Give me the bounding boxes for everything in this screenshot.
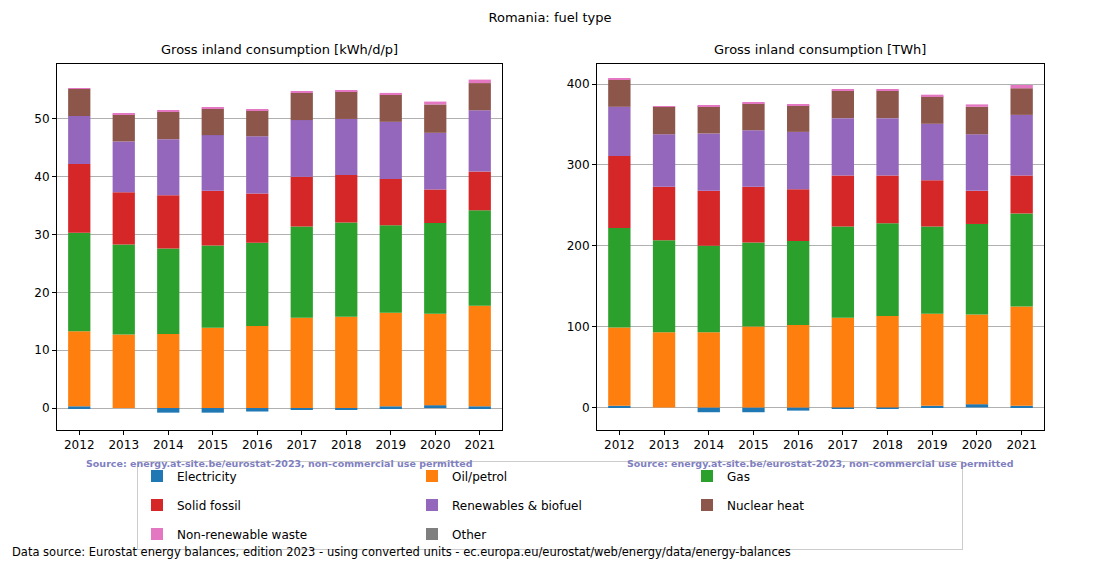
- svg-text:2021: 2021: [464, 438, 495, 452]
- svg-text:Renewables & biofuel: Renewables & biofuel: [452, 499, 582, 513]
- svg-text:Gross inland consumption [kWh/: Gross inland consumption [kWh/d/p]: [161, 42, 398, 57]
- svg-text:Nuclear heat: Nuclear heat: [727, 499, 804, 513]
- svg-text:Oil/petrol: Oil/petrol: [452, 470, 507, 484]
- svg-text:2018: 2018: [872, 438, 903, 452]
- svg-text:2015: 2015: [197, 438, 228, 452]
- svg-text:Electricity: Electricity: [177, 470, 237, 484]
- svg-text:Gas: Gas: [727, 470, 750, 484]
- svg-text:2020: 2020: [420, 438, 451, 452]
- svg-text:2021: 2021: [1006, 438, 1037, 452]
- svg-text:2017: 2017: [286, 438, 317, 452]
- svg-text:50: 50: [34, 112, 49, 126]
- svg-text:2014: 2014: [693, 438, 724, 452]
- svg-text:2016: 2016: [242, 438, 273, 452]
- svg-text:Gross inland consumption [TWh]: Gross inland consumption [TWh]: [714, 42, 926, 57]
- svg-text:40: 40: [34, 170, 49, 184]
- svg-text:Source: energy.at-site.be/euro: Source: energy.at-site.be/eurostat-2023,…: [86, 458, 473, 469]
- svg-text:0: 0: [42, 401, 50, 415]
- svg-text:2015: 2015: [738, 438, 769, 452]
- svg-text:2012: 2012: [604, 438, 635, 452]
- svg-text:2019: 2019: [917, 438, 948, 452]
- svg-text:2016: 2016: [783, 438, 814, 452]
- svg-text:30: 30: [34, 228, 49, 242]
- svg-text:Solid fossil: Solid fossil: [177, 499, 241, 513]
- svg-text:2013: 2013: [649, 438, 680, 452]
- svg-text:2017: 2017: [828, 438, 859, 452]
- svg-text:Other: Other: [452, 528, 486, 542]
- svg-text:Data source: Eurostat energy b: Data source: Eurostat energy balances, e…: [12, 545, 791, 559]
- svg-text:2018: 2018: [331, 438, 362, 452]
- svg-text:Source: energy.at-site.be/euro: Source: energy.at-site.be/eurostat-2023,…: [627, 458, 1014, 469]
- svg-text:20: 20: [34, 286, 49, 300]
- svg-text:300: 300: [567, 158, 590, 172]
- svg-text:Non-renewable waste: Non-renewable waste: [177, 528, 307, 542]
- svg-text:2020: 2020: [962, 438, 993, 452]
- svg-text:2013: 2013: [108, 438, 139, 452]
- svg-text:Romania: fuel type: Romania: fuel type: [489, 10, 612, 25]
- svg-text:10: 10: [34, 343, 49, 357]
- svg-text:2014: 2014: [153, 438, 184, 452]
- svg-text:200: 200: [567, 239, 590, 253]
- svg-text:400: 400: [567, 77, 590, 91]
- svg-text:2019: 2019: [375, 438, 406, 452]
- svg-text:2012: 2012: [64, 438, 95, 452]
- svg-text:100: 100: [567, 320, 590, 334]
- svg-text:0: 0: [582, 401, 590, 415]
